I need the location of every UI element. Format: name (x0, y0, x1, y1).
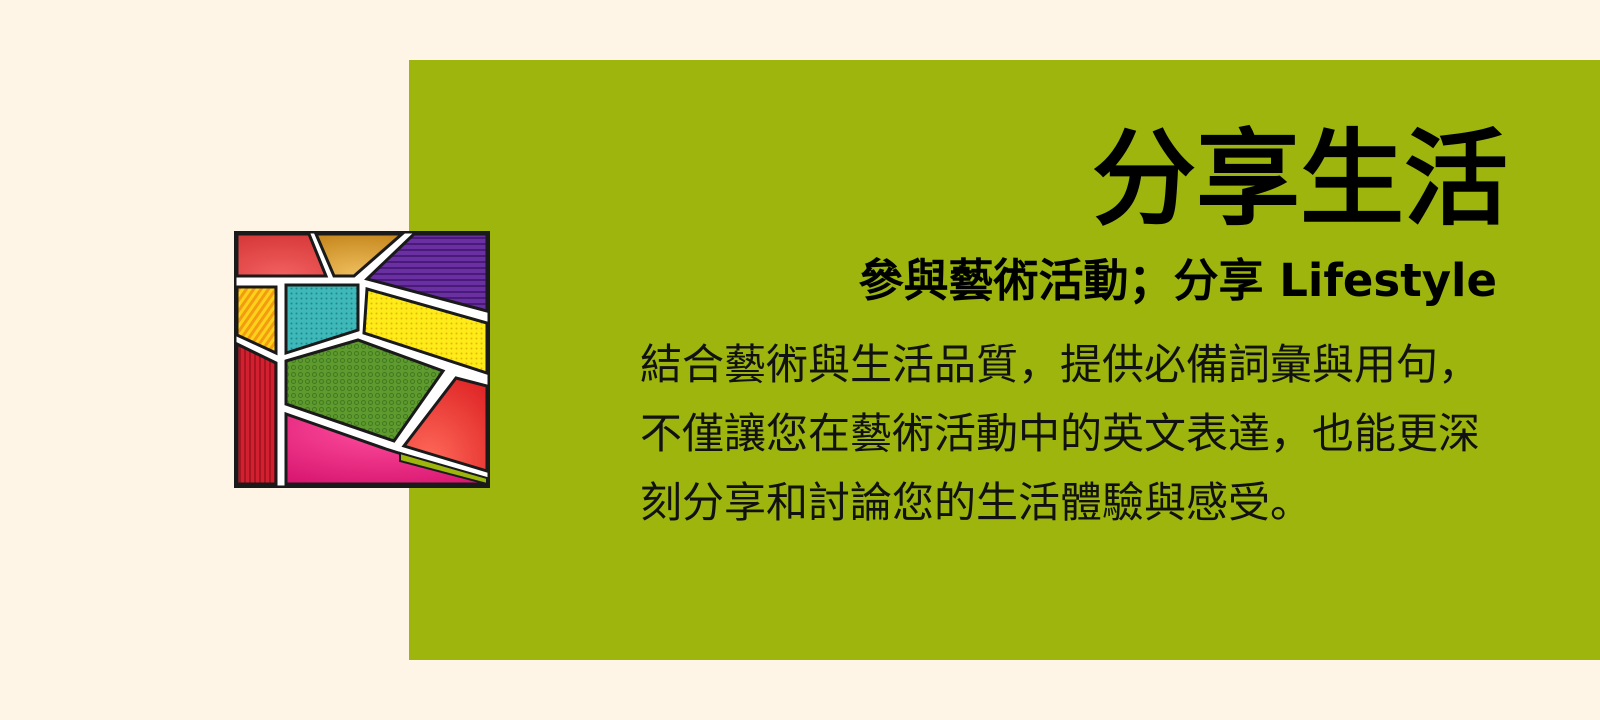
description-text: 結合藝術與生活品質，提供必備詞彙與用句，不僅讓您在藝術活動中的英文表達，也能更深… (640, 340, 1481, 527)
page-title: 分享生活 (1091, 118, 1508, 240)
green-content-panel (409, 60, 1600, 660)
page-subtitle: 參與藝術活動；分享 Lifestyle (858, 254, 1497, 307)
stained-glass-pop-art-icon (234, 231, 490, 488)
